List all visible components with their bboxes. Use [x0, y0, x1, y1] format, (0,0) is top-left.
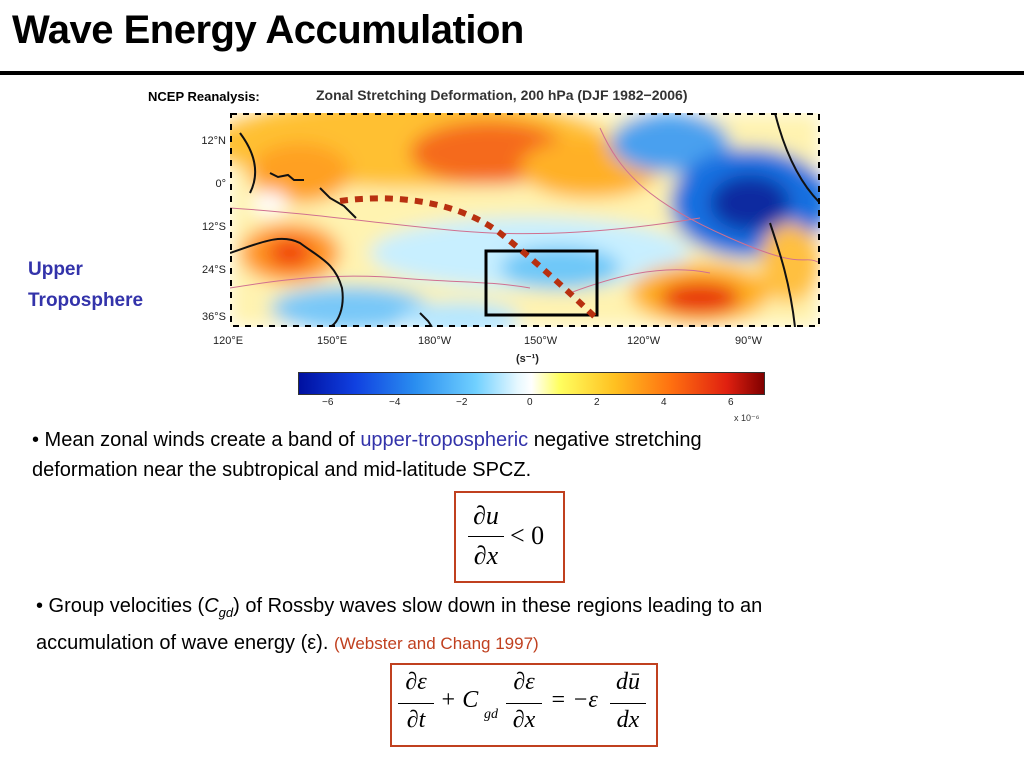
lat-label-24s: 24°S [202, 264, 226, 276]
deformation-map-graphic [230, 113, 820, 327]
lat-label-12n: 12°N [201, 135, 226, 147]
lon-label-120e: 120°E [213, 335, 244, 347]
title-underline [0, 71, 1024, 75]
slide-title: Wave Energy Accumulation [12, 8, 524, 52]
colorbar-tick-2: 2 [594, 397, 600, 408]
bullet-1-prefix: • Mean zonal winds create a band of [32, 429, 361, 451]
eq2-subscript: gd [484, 707, 498, 722]
bullet-1-highlight: upper-tropospheric [360, 429, 529, 451]
bullet-1: • Mean zonal winds create a band of uppe… [32, 425, 702, 485]
eq1-fraction-bar [468, 536, 504, 537]
eq1-numerator: ∂u [473, 501, 499, 530]
bullet-2-symbol: C [204, 595, 219, 617]
colorbar-tick-m4: −4 [389, 397, 401, 408]
colorbar-tick-4: 4 [661, 397, 667, 408]
eq2-term3-numerator: dū [616, 669, 640, 695]
bullet-2-subscript: gd [218, 605, 234, 620]
eq1-denominator: ∂x [473, 541, 499, 570]
bullet-2-after-symbol: ) of Rossby waves slow down in these reg… [233, 595, 763, 617]
units-label: (s⁻¹) [516, 353, 539, 365]
eq2-term3-denominator: dx [616, 707, 640, 733]
source-label: NCEP Reanalysis: [148, 89, 260, 104]
eq2-term3-bar [610, 703, 646, 704]
eq1-relation: < 0 [510, 521, 545, 550]
bullet-1-line2: deformation near the subtropical and mid… [32, 459, 532, 481]
map-title: Zonal Stretching Deformation, 200 hPa (D… [316, 87, 688, 103]
eq2-term2-numerator: ∂ε [513, 669, 535, 695]
lon-label-150w: 150°W [524, 335, 558, 347]
bullet-2-prefix: • Group velocities ( [36, 595, 205, 617]
colorbar-tick-0: 0 [527, 397, 533, 408]
side-label: Upper Troposphere [28, 254, 143, 316]
lat-label-12s: 12°S [202, 221, 226, 233]
eq2-term2-bar [506, 703, 542, 704]
bullet-2-line2: accumulation of wave energy (ε). (Webste… [36, 628, 762, 659]
eq2-equals: = −ε [550, 687, 598, 713]
colorbar-tick-m6: −6 [322, 397, 334, 408]
bullet-1-suffix: negative stretching [528, 429, 702, 451]
eq2-plus-c: + C [440, 687, 479, 713]
bullet-2: • Group velocities (Cgd) of Rossby waves… [36, 591, 762, 659]
lon-label-120w: 120°W [627, 335, 661, 347]
equation-1-box: ∂u ∂x < 0 [454, 491, 565, 583]
colorbar-exponent: x 10⁻⁶ [734, 413, 760, 423]
side-label-line2: Troposphere [28, 290, 144, 311]
citation: (Webster and Chang 1997) [333, 634, 539, 653]
lon-label-180w: 180°W [418, 335, 452, 347]
lat-label-0: 0° [215, 178, 226, 190]
bullet-2-line2-text: accumulation of wave energy (ε). [36, 632, 334, 654]
eq2-term1-numerator: ∂ε [405, 669, 427, 695]
colorbar-graphic [299, 373, 764, 394]
bullet-2-line1: • Group velocities (Cgd) of Rossby waves… [36, 591, 762, 628]
colorbar-tick-6: 6 [728, 397, 734, 408]
colorbar-tick-m2: −2 [456, 397, 468, 408]
eq2-term1-denominator: ∂t [406, 707, 426, 733]
lat-label-36s: 36°S [202, 311, 226, 323]
lon-label-150e: 150°E [317, 335, 348, 347]
eq2-term2-denominator: ∂x [512, 707, 536, 733]
colorbar [298, 372, 765, 395]
equation-2-box: ∂ε ∂t + C gd ∂ε ∂x = −ε dū dx [390, 663, 658, 747]
deformation-map [230, 113, 820, 327]
lon-label-90w: 90°W [735, 335, 763, 347]
bullet-1-line1: • Mean zonal winds create a band of uppe… [32, 425, 702, 455]
eq2-term1-bar [398, 703, 434, 704]
side-label-line1: Upper [28, 259, 83, 280]
